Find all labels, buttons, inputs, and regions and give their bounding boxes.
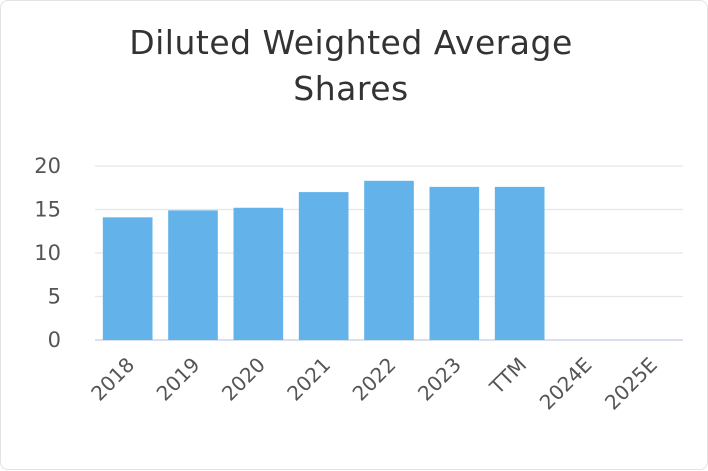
y-tick-label: 15 bbox=[34, 198, 61, 222]
bar bbox=[429, 186, 480, 340]
chart-title-line-1: Diluted Weighted Average bbox=[129, 23, 573, 62]
x-tick-label: 2023 bbox=[413, 353, 466, 406]
y-tick-label: 10 bbox=[34, 241, 61, 265]
bar bbox=[298, 192, 349, 340]
y-tick-label: 5 bbox=[48, 285, 61, 309]
x-tick-label: 2019 bbox=[152, 353, 205, 406]
x-tick-label: 2024E bbox=[535, 353, 597, 415]
bar bbox=[233, 207, 284, 340]
bar bbox=[364, 180, 414, 340]
x-tick-label: 2020 bbox=[217, 353, 270, 406]
bar bbox=[168, 210, 218, 340]
y-tick-label: 0 bbox=[48, 328, 61, 352]
bar bbox=[494, 186, 545, 340]
x-tick-label: 2021 bbox=[282, 353, 335, 406]
y-tick-label: 20 bbox=[34, 154, 61, 178]
chart-title-line-2: Shares bbox=[293, 69, 409, 108]
x-tick-label: 2018 bbox=[86, 353, 139, 406]
x-tick-label: 2022 bbox=[348, 353, 401, 406]
x-tick-label: 2025E bbox=[600, 353, 662, 415]
x-tick-label: TTM bbox=[484, 353, 531, 400]
bar bbox=[102, 217, 153, 340]
